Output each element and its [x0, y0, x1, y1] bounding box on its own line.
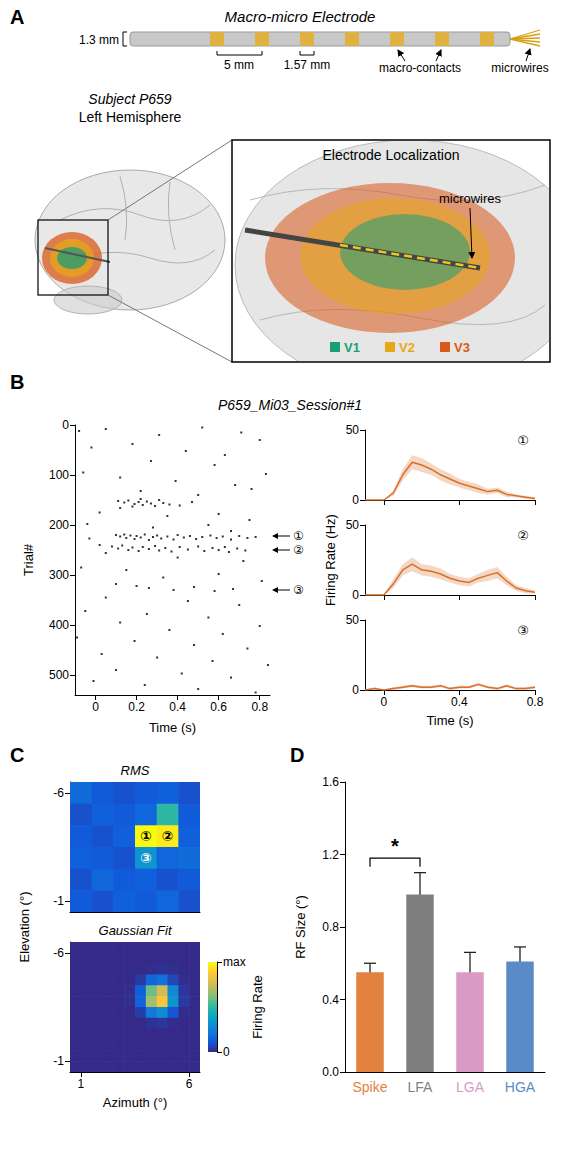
svg-text:0: 0 [352, 493, 359, 507]
svg-text:0: 0 [352, 683, 359, 697]
svg-text:RF Size (°): RF Size (°) [293, 895, 308, 959]
svg-text:Electrode Localization: Electrode Localization [323, 147, 460, 163]
svg-text:LFA: LFA [408, 1079, 434, 1095]
svg-text:0: 0 [223, 1045, 230, 1059]
svg-text:①: ① [293, 529, 304, 543]
svg-text:microwires: microwires [439, 191, 502, 206]
svg-text:5 mm: 5 mm [224, 58, 254, 72]
svg-text:300: 300 [49, 568, 69, 582]
svg-text:1.3 mm: 1.3 mm [79, 33, 119, 47]
svg-text:LGA: LGA [456, 1079, 485, 1095]
svg-text:0.4: 0.4 [322, 993, 339, 1007]
svg-text:Left Hemisphere: Left Hemisphere [79, 109, 182, 125]
svg-text:0: 0 [62, 418, 69, 432]
svg-text:HGA: HGA [505, 1079, 536, 1095]
svg-text:C: C [10, 744, 24, 766]
svg-text:①: ① [517, 433, 529, 448]
svg-text:400: 400 [49, 618, 69, 632]
svg-text:③: ③ [140, 850, 152, 866]
svg-text:100: 100 [49, 468, 69, 482]
svg-text:V1: V1 [344, 340, 360, 355]
svg-text:500: 500 [49, 668, 69, 682]
svg-text:-1: -1 [53, 894, 64, 908]
svg-text:0.8: 0.8 [251, 700, 268, 714]
svg-text:0.8: 0.8 [322, 920, 339, 934]
svg-text:②: ② [517, 528, 529, 543]
svg-text:0.2: 0.2 [128, 700, 145, 714]
svg-text:Macro-micro Electrode: Macro-micro Electrode [225, 8, 376, 25]
svg-text:macro-contacts: macro-contacts [379, 61, 461, 75]
svg-text:*: * [391, 835, 399, 857]
svg-text:V3: V3 [454, 340, 470, 355]
svg-text:Trial#: Trial# [21, 543, 36, 576]
svg-text:0.6: 0.6 [210, 700, 227, 714]
svg-text:6: 6 [186, 1077, 193, 1091]
svg-text:V2: V2 [399, 340, 415, 355]
svg-text:Azimuth (°): Azimuth (°) [103, 1095, 167, 1110]
svg-text:50: 50 [346, 423, 360, 437]
svg-text:0: 0 [92, 700, 99, 714]
svg-text:Time (s): Time (s) [149, 720, 196, 735]
svg-text:RMS: RMS [121, 763, 150, 778]
svg-text:max: max [223, 955, 246, 969]
svg-text:Gaussian Fit: Gaussian Fit [99, 923, 173, 938]
svg-text:0.0: 0.0 [322, 1065, 339, 1079]
svg-text:①: ① [140, 828, 152, 844]
svg-text:0.4: 0.4 [451, 695, 468, 709]
svg-text:1.57 mm: 1.57 mm [284, 58, 331, 72]
svg-text:0.4: 0.4 [169, 700, 186, 714]
svg-text:②: ② [162, 828, 174, 844]
svg-text:-1: -1 [53, 1054, 64, 1068]
svg-text:1.2: 1.2 [322, 848, 339, 862]
svg-text:200: 200 [49, 518, 69, 532]
svg-text:③: ③ [517, 623, 529, 638]
svg-text:0.8: 0.8 [527, 695, 544, 709]
svg-text:50: 50 [346, 613, 360, 627]
svg-text:Time (s): Time (s) [426, 713, 473, 728]
svg-text:1: 1 [77, 1077, 84, 1091]
svg-text:P659_Mi03_Session#1: P659_Mi03_Session#1 [218, 397, 362, 413]
svg-text:Spike: Spike [352, 1079, 387, 1095]
svg-text:A: A [10, 6, 24, 28]
svg-text:50: 50 [346, 518, 360, 532]
svg-text:microwires: microwires [491, 61, 548, 75]
svg-text:0: 0 [352, 588, 359, 602]
svg-text:Firing Rate: Firing Rate [250, 975, 265, 1039]
svg-text:③: ③ [293, 583, 304, 597]
svg-text:Subject P659: Subject P659 [88, 91, 171, 107]
svg-text:-6: -6 [53, 786, 64, 800]
svg-text:1.6: 1.6 [322, 775, 339, 789]
svg-text:D: D [290, 744, 304, 766]
svg-text:-6: -6 [53, 946, 64, 960]
svg-text:Elevation (°): Elevation (°) [17, 892, 32, 963]
svg-text:0: 0 [381, 695, 388, 709]
svg-text:B: B [10, 371, 24, 393]
svg-text:②: ② [293, 543, 304, 557]
svg-text:Firing Rate (Hz): Firing Rate (Hz) [323, 514, 338, 606]
